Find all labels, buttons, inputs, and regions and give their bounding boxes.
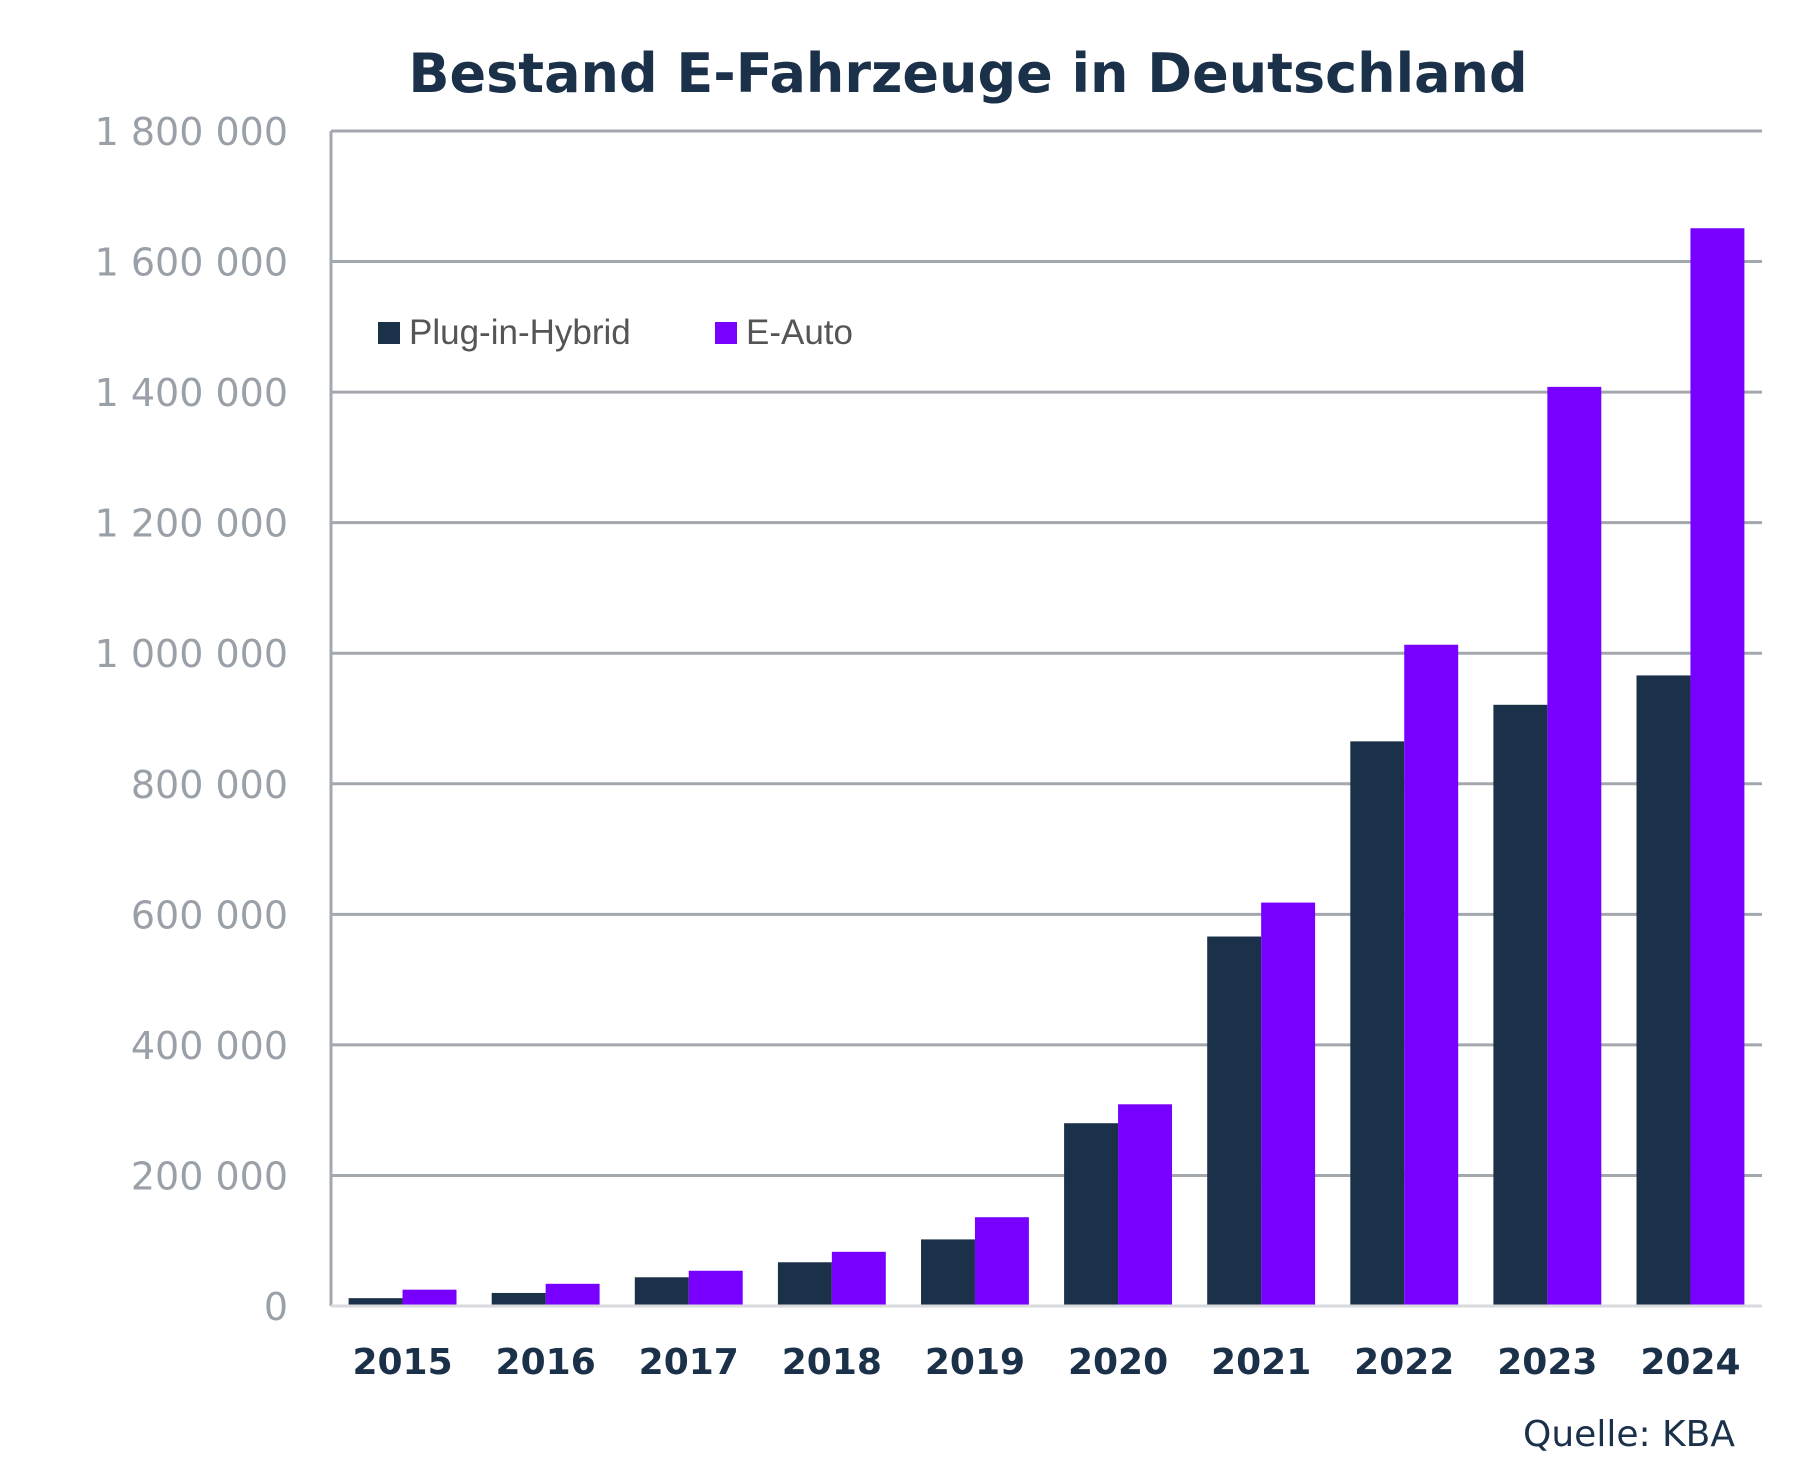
y-tick-label: 1 600 000 [95, 241, 288, 285]
bars [348, 228, 1745, 1306]
x-tick-label: 2023 [1497, 1342, 1597, 1383]
gridlines [331, 129, 1762, 1177]
x-tick-label: 2024 [1640, 1342, 1740, 1383]
legend-swatch-e-auto [715, 322, 737, 344]
bar-plug-in-hybrid-2015 [348, 1298, 403, 1306]
bar-plug-in-hybrid-2023 [1493, 704, 1548, 1306]
legend: Plug-in-Hybrid E-Auto [378, 313, 853, 352]
y-tick-label: 1 000 000 [95, 632, 288, 676]
legend-label-plug-in-hybrid: Plug-in-Hybrid [409, 313, 631, 352]
bar-e-auto-2020 [1118, 1104, 1172, 1306]
bar-e-auto-2022 [1404, 644, 1459, 1306]
bar-e-auto-2021 [1261, 902, 1316, 1306]
chart-title: Bestand E-Fahrzeuge in Deutschland [408, 42, 1527, 105]
bar-plug-in-hybrid-2017 [634, 1277, 689, 1306]
y-tick-label: 0 [264, 1285, 288, 1329]
x-tick-label: 2016 [496, 1342, 596, 1383]
bar-e-auto-2024 [1690, 228, 1745, 1306]
y-tick-label: 1 800 000 [95, 110, 288, 154]
x-tick-label: 2017 [639, 1342, 739, 1383]
y-tick-label: 1 400 000 [95, 371, 288, 415]
bar-plug-in-hybrid-2020 [1064, 1123, 1119, 1306]
bar-plug-in-hybrid-2022 [1350, 741, 1405, 1306]
bar-e-auto-2023 [1547, 386, 1602, 1306]
x-tick-label: 2018 [782, 1342, 882, 1383]
bar-e-auto-2019 [974, 1217, 1029, 1306]
bar-plug-in-hybrid-2018 [777, 1262, 832, 1306]
y-tick-label: 400 000 [131, 1024, 288, 1068]
legend-label-e-auto: E-Auto [746, 313, 853, 352]
y-axis-ticks: 0 200 000 400 000 600 000 800 000 1 000 000 1 … [95, 110, 288, 1329]
y-tick-label: 800 000 [131, 763, 288, 807]
x-tick-label: 2019 [925, 1342, 1025, 1383]
bar-plug-in-hybrid-2019 [921, 1239, 975, 1306]
y-tick-label: 1 200 000 [95, 502, 288, 546]
bar-plug-in-hybrid-2021 [1207, 936, 1262, 1306]
source-note: Quelle: KBA [1523, 1414, 1735, 1455]
x-tick-label: 2022 [1354, 1342, 1454, 1383]
y-tick-label: 600 000 [131, 893, 288, 937]
bar-e-auto-2016 [545, 1283, 600, 1306]
x-tick-label: 2020 [1068, 1342, 1168, 1383]
axes [329, 131, 1762, 1308]
x-tick-label: 2015 [352, 1342, 452, 1383]
bar-e-auto-2018 [831, 1251, 886, 1306]
y-tick-label: 200 000 [131, 1154, 288, 1198]
legend-swatch-plug-in-hybrid [378, 322, 400, 344]
x-tick-label: 2021 [1211, 1342, 1311, 1383]
bar-e-auto-2017 [688, 1270, 743, 1306]
x-axis-ticks: 2015 2016 2017 2018 2019 2020 2021 2022 2023 2024 [352, 1342, 1740, 1383]
bar-plug-in-hybrid-2024 [1636, 675, 1691, 1306]
bar-plug-in-hybrid-2016 [491, 1292, 546, 1306]
bar-e-auto-2015 [402, 1289, 457, 1306]
